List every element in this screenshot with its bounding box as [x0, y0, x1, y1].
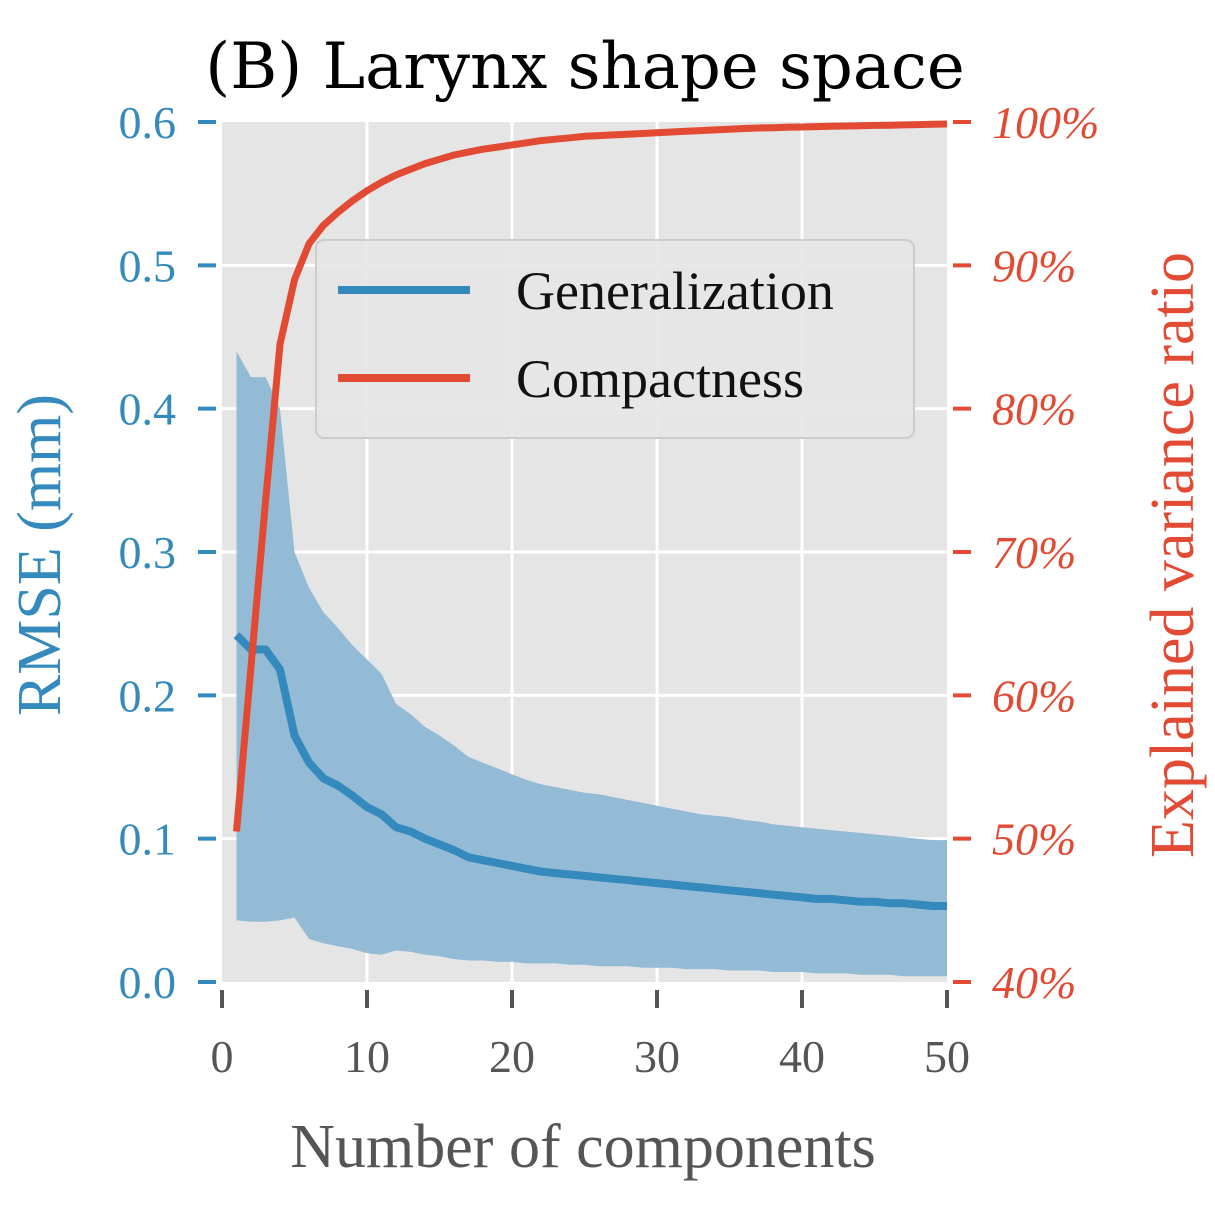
tick-label-left-0.3: 0.3 [119, 527, 177, 578]
tick-label-x-50: 50 [924, 1031, 970, 1082]
tick-label-left-0.4: 0.4 [119, 384, 177, 435]
series-line-generalization [233, 632, 947, 910]
tick-label-x-20: 20 [489, 1031, 535, 1082]
tick-labels: 0 10 20 30 40 50 0.0 0.1 0.2 0.3 0.4 0.5 0.6 40% 50% 60… [119, 97, 1100, 1082]
series-line-compactness [233, 120, 948, 832]
tick-label-right-60%: 60% [992, 670, 1076, 721]
tick-label-right-40%: 40% [992, 957, 1076, 1008]
y-axis-left-label: RMSE (mm) [6, 394, 74, 716]
tick-label-x-40: 40 [779, 1031, 825, 1082]
legend: Generalization Compactness [315, 239, 915, 439]
tick-label-right-100%: 100% [992, 97, 1099, 148]
tick-label-x-10: 10 [344, 1031, 390, 1082]
generalization-band-layer [236, 351, 947, 977]
tick-label-left-0.5: 0.5 [119, 240, 177, 291]
y-axis-right-label: Explained variance ratio [1139, 252, 1207, 858]
tick-label-right-50%: 50% [992, 814, 1076, 865]
tick-label-left-0.1: 0.1 [119, 814, 177, 865]
legend-label-generalization: Generalization [516, 261, 834, 321]
tick-label-left-0.2: 0.2 [119, 670, 177, 721]
legend-label-compactness: Compactness [516, 349, 804, 409]
tick-label-right-70%: 70% [992, 527, 1076, 578]
x-axis-label: Number of components [290, 1113, 875, 1181]
generalization-band [236, 351, 947, 977]
tick-label-x-30: 30 [634, 1031, 680, 1082]
tick-label-left-0.6: 0.6 [119, 97, 177, 148]
series-lines [233, 120, 948, 910]
tick-label-x-0: 0 [211, 1031, 234, 1082]
tick-label-left-0.0: 0.0 [119, 957, 177, 1008]
tick-label-right-90%: 90% [992, 240, 1076, 291]
chart-title: (B) Larynx shape space [205, 30, 964, 104]
axis-ticks [198, 120, 971, 1008]
tick-label-right-80%: 80% [992, 384, 1076, 435]
